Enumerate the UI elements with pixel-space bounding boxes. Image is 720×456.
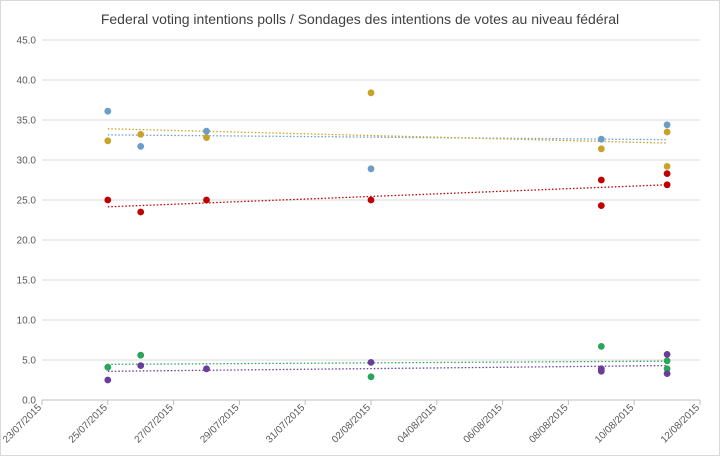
data-point-series-0-1 <box>137 143 145 150</box>
data-point-series-0-2 <box>203 127 210 135</box>
y-tick-label: 10.0 <box>17 316 37 327</box>
data-point-series-1-6 <box>663 163 671 170</box>
y-tick-label: 40.0 <box>17 76 37 87</box>
data-point-series-2-7 <box>663 181 671 189</box>
y-tick-label: 30.0 <box>17 156 37 167</box>
data-point-series-1-5 <box>663 128 671 136</box>
data-point-series-0-0 <box>104 107 112 115</box>
data-point-series-4-0 <box>104 376 112 384</box>
y-tick-label: 15.0 <box>17 276 37 287</box>
axes <box>41 399 701 405</box>
data-point-series-1-4 <box>597 145 605 153</box>
data-point-series-4-6 <box>663 351 671 358</box>
data-point-series-4-7 <box>663 370 671 377</box>
data-point-series-3-2 <box>367 373 375 381</box>
y-tick-label: 0.0 <box>22 396 36 407</box>
trendline-series-1 <box>107 128 668 144</box>
data-point-series-3-1 <box>137 351 145 359</box>
data-point-series-3-3 <box>597 343 605 350</box>
chart-title: Federal voting intentions polls / Sondag… <box>101 11 619 27</box>
data-point-series-1-3 <box>367 89 375 97</box>
data-point-series-2-3 <box>367 196 375 204</box>
data-point-series-2-4 <box>597 176 605 184</box>
data-point-series-2-1 <box>137 208 145 216</box>
y-tick-label: 35.0 <box>17 116 37 127</box>
data-point-series-0-4 <box>597 135 605 143</box>
data-point-series-1-2 <box>203 134 210 142</box>
trendline-series-4 <box>107 364 668 372</box>
data-point-series-4-1 <box>137 362 145 369</box>
data-point-series-3-0 <box>104 363 112 371</box>
data-point-series-3-4 <box>663 357 671 365</box>
data-point-series-4-5 <box>597 367 605 375</box>
data-point-series-2-6 <box>663 170 671 178</box>
y-tick-label: 45.0 <box>17 36 37 47</box>
data-point-series-3-5 <box>663 365 671 373</box>
data-point-series-1-0 <box>104 137 112 145</box>
trendline-series-0 <box>107 134 668 141</box>
data-point-series-0-5 <box>663 121 671 129</box>
data-point-series-1-1 <box>137 131 145 138</box>
y-tick-label: 25.0 <box>17 196 37 207</box>
data-point-series-4-2 <box>203 365 210 373</box>
data-point-series-2-5 <box>597 202 605 210</box>
y-tick-label: 20.0 <box>17 236 37 247</box>
data-points <box>104 89 671 384</box>
data-point-series-2-2 <box>203 196 210 204</box>
data-point-series-2-0 <box>104 196 112 204</box>
data-point-series-0-3 <box>367 165 375 173</box>
trendline-series-3 <box>107 360 668 366</box>
data-point-series-4-3 <box>367 359 375 366</box>
y-tick-labels: 0.0 5.0 10.0 15.0 20.0 25.0 30.0 35.0 40.0 45.0 <box>17 36 37 407</box>
trendlines <box>107 128 668 372</box>
trendline-series-2 <box>107 184 668 208</box>
y-tick-label: 5.0 <box>22 356 36 367</box>
